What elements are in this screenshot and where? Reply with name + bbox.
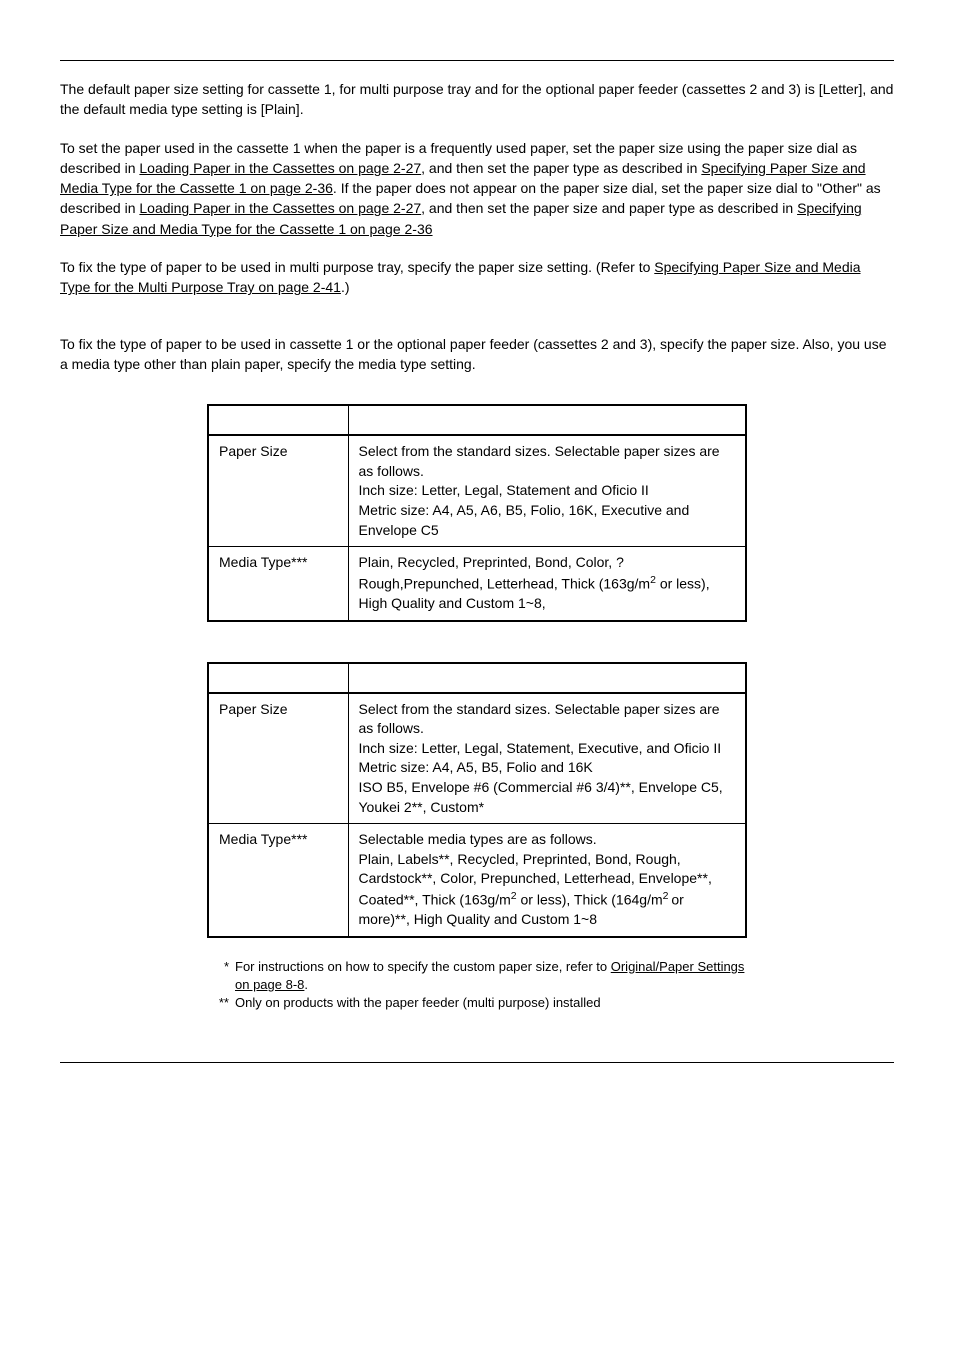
cell-media-type-desc: Plain, Recycled, Preprinted, Bond, Color…: [348, 547, 746, 621]
cell-media-type-label: Media Type***: [208, 824, 348, 937]
intro-paragraph-4: To fix the type of paper to be used in c…: [60, 334, 894, 375]
footnote-mark: *: [207, 958, 235, 994]
footnote-2: ** Only on products with the paper feede…: [207, 994, 747, 1012]
footnotes: * For instructions on how to specify the…: [207, 958, 747, 1013]
footnote-text: Only on products with the paper feeder (…: [235, 994, 747, 1012]
table-header-blank: [348, 663, 746, 693]
text-segment: For instructions on how to specify the c…: [235, 959, 611, 974]
text-segment: .: [304, 977, 308, 992]
link-loading-cassettes-2[interactable]: Loading Paper in the Cassettes on page 2…: [139, 200, 421, 216]
text-segment: .): [341, 279, 350, 295]
intro-paragraph-3: To fix the type of paper to be used in m…: [60, 257, 894, 298]
cassette-table: Paper Size Select from the standard size…: [207, 404, 747, 621]
cell-paper-size-label: Paper Size: [208, 693, 348, 824]
table-row: Media Type*** Selectable media types are…: [208, 824, 746, 937]
text-segment: , and then set the paper size and paper …: [421, 200, 797, 216]
text-segment: or less), Thick (164g/m: [517, 892, 663, 908]
page-container: The default paper size setting for casse…: [0, 0, 954, 1103]
table-row: Media Type*** Plain, Recycled, Preprinte…: [208, 547, 746, 621]
table-header-blank: [208, 405, 348, 435]
cell-media-type-label: Media Type***: [208, 547, 348, 621]
text-segment: , and then set the paper type as describ…: [421, 160, 701, 176]
cell-media-type-desc: Selectable media types are as follows. P…: [348, 824, 746, 937]
footnote-1: * For instructions on how to specify the…: [207, 958, 747, 994]
intro-paragraph-1: The default paper size setting for casse…: [60, 79, 894, 120]
mp-tray-table: Paper Size Select from the standard size…: [207, 662, 747, 938]
cell-paper-size-desc: Select from the standard sizes. Selectab…: [348, 693, 746, 824]
top-rule: [60, 60, 894, 61]
footnote-mark: **: [207, 994, 235, 1012]
bottom-rule: [60, 1062, 894, 1063]
cell-paper-size-desc: Select from the standard sizes. Selectab…: [348, 435, 746, 546]
footnote-text: For instructions on how to specify the c…: [235, 958, 747, 994]
text-segment: Plain, Recycled, Preprinted, Bond, Color…: [359, 554, 651, 591]
table-row: Paper Size Select from the standard size…: [208, 693, 746, 824]
link-loading-cassettes-1[interactable]: Loading Paper in the Cassettes on page 2…: [139, 160, 421, 176]
table-header-blank: [348, 405, 746, 435]
intro-paragraph-2: To set the paper used in the cassette 1 …: [60, 138, 894, 239]
table-header-blank: [208, 663, 348, 693]
text-segment: To fix the type of paper to be used in m…: [60, 259, 654, 275]
table-row: Paper Size Select from the standard size…: [208, 435, 746, 546]
cell-paper-size-label: Paper Size: [208, 435, 348, 546]
tables-container: Paper Size Select from the standard size…: [60, 404, 894, 938]
